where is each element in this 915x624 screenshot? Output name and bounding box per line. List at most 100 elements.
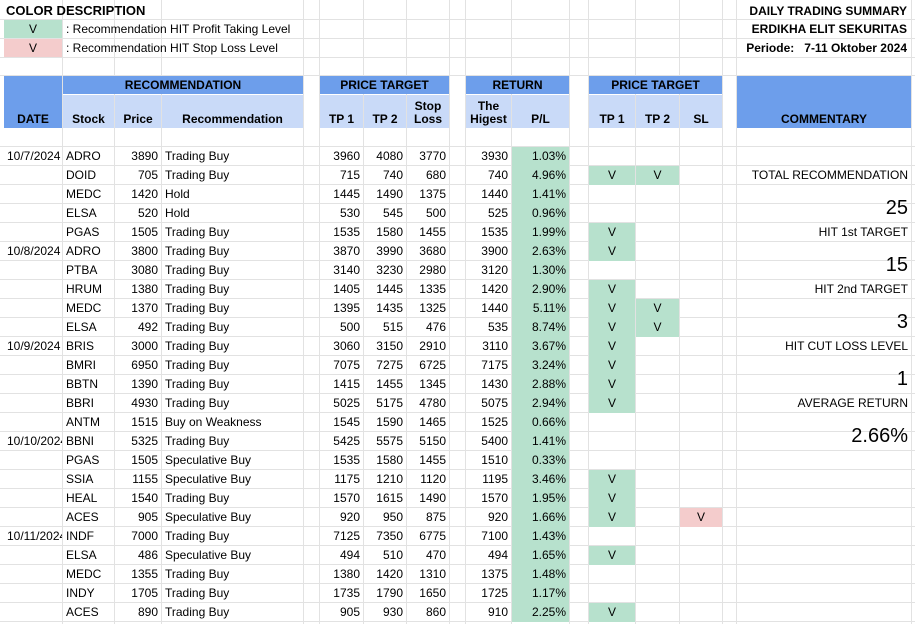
hit-sl-cell — [680, 166, 722, 185]
price-cell: 492 — [137, 320, 158, 334]
header-stop-loss: Stop Loss — [407, 95, 449, 128]
stock-cell: ELSA — [66, 320, 97, 334]
pl-cell: 2.25% — [512, 603, 569, 622]
highest-cell: 1420 — [481, 282, 508, 296]
hit-tp2-cell — [636, 223, 679, 242]
tp1-cell: 1535 — [333, 453, 360, 467]
price-cell: 6950 — [131, 358, 158, 372]
highest-cell: 1525 — [481, 415, 508, 429]
hit-sl-cell — [680, 451, 722, 470]
grid-hline — [0, 412, 915, 413]
date-cell: 10/11/2024 — [7, 529, 62, 543]
stock-cell: ELSA — [66, 206, 97, 220]
hit-sl-cell — [680, 356, 722, 375]
hit-tp2-cell — [636, 508, 679, 527]
grid-vline — [465, 0, 466, 624]
pl-cell: 2.88% — [512, 375, 569, 394]
recommendation-cell: Trading Buy — [165, 168, 230, 182]
hit-tp1-cell: V — [589, 546, 635, 565]
stock-cell: ADRO — [66, 244, 101, 258]
header-hit-group: PRICE TARGET — [589, 76, 722, 94]
hit-sl-cell — [680, 375, 722, 394]
hit-1st-target-value: 15 — [885, 254, 908, 276]
recommendation-cell: Trading Buy — [165, 339, 230, 353]
grid-hline — [0, 355, 915, 356]
pl-cell: 2.94% — [512, 394, 569, 413]
grid-hline — [0, 374, 915, 375]
stop-loss-cell: 470 — [425, 548, 446, 562]
price-cell: 3000 — [131, 339, 158, 353]
tp1-cell: 715 — [339, 168, 360, 182]
hit-tp1-cell — [589, 147, 635, 166]
highest-cell: 1510 — [481, 453, 508, 467]
grid-hline — [0, 75, 915, 76]
tp2-cell: 5175 — [376, 396, 403, 410]
hit-tp2-cell — [636, 356, 679, 375]
recommendation-cell: Trading Buy — [165, 396, 230, 410]
pl-cell: 1.43% — [512, 527, 569, 546]
date-cell: 10/9/2024 — [7, 339, 61, 353]
recommendation-cell: Trading Buy — [165, 529, 230, 543]
tp2-cell: 1490 — [376, 187, 403, 201]
recommendation-cell: Trading Buy — [165, 320, 230, 334]
grid-hline — [0, 57, 915, 58]
stock-cell: MEDC — [66, 301, 102, 315]
tp1-cell: 1445 — [333, 187, 360, 201]
date-cell — [4, 318, 62, 337]
pl-cell: 3.24% — [512, 356, 569, 375]
highest-cell: 1195 — [482, 472, 508, 486]
price-cell: 1155 — [132, 472, 158, 486]
recommendation-cell: Trading Buy — [165, 377, 230, 391]
pl-cell: 0.96% — [512, 204, 569, 223]
header-commentary: COMMENTARY — [737, 76, 911, 128]
header-hit-sl: SL — [680, 95, 722, 128]
legend-stoploss-text: : Recommendation HIT Stop Loss Level — [66, 41, 278, 55]
date-cell — [4, 584, 62, 603]
date-cell — [4, 470, 62, 489]
hit-tp1-cell: V — [589, 223, 635, 242]
tp1-cell: 1570 — [333, 491, 360, 505]
tp2-cell: 4080 — [376, 149, 403, 163]
pl-cell: 1.95% — [512, 489, 569, 508]
price-cell: 5325 — [131, 434, 158, 448]
stock-cell: BBNI — [66, 434, 95, 448]
recommendation-cell: Trading Buy — [165, 149, 230, 163]
tp2-cell: 545 — [382, 206, 403, 220]
tp1-cell: 1405 — [333, 282, 360, 296]
grid-hline — [0, 621, 915, 622]
hit-tp2-cell — [636, 147, 679, 166]
hit-2nd-target-value: 3 — [896, 311, 908, 333]
grid-hline — [0, 526, 915, 527]
hit-tp1-cell: V — [589, 299, 635, 318]
highest-cell: 7100 — [481, 529, 508, 543]
date-cell — [4, 413, 62, 432]
stop-loss-cell: 4780 — [419, 396, 446, 410]
date-cell — [4, 603, 62, 622]
hit-tp1-cell: V — [589, 375, 635, 394]
stock-cell: ACES — [66, 510, 99, 524]
date-cell — [4, 375, 62, 394]
recommendation-cell: Speculative Buy — [165, 453, 252, 467]
grid-hline — [0, 260, 915, 261]
stock-cell: PGAS — [66, 225, 100, 239]
recommendation-cell: Trading Buy — [165, 244, 230, 258]
hit-tp1-cell: V — [589, 166, 635, 185]
stock-cell: HRUM — [66, 282, 102, 296]
date-cell — [4, 356, 62, 375]
hit-sl-cell — [680, 603, 722, 622]
recommendation-cell: Trading Buy — [165, 225, 230, 239]
hit-tp2-cell — [636, 337, 679, 356]
hit-tp2-cell — [636, 527, 679, 546]
highest-cell: 3110 — [482, 339, 508, 353]
highest-cell: 740 — [487, 168, 508, 182]
period-value: 7-11 Oktober 2024 — [804, 41, 907, 55]
tp2-cell: 1580 — [376, 453, 403, 467]
stock-cell: MEDC — [66, 567, 102, 581]
hit-tp1-cell: V — [589, 337, 635, 356]
stop-loss-cell: 875 — [425, 510, 446, 524]
stock-cell: ADRO — [66, 149, 101, 163]
recommendation-cell: Trading Buy — [165, 263, 230, 277]
stop-loss-cell: 1455 — [419, 225, 446, 239]
hit-tp2-cell — [636, 432, 679, 451]
grid-vline — [569, 0, 570, 624]
